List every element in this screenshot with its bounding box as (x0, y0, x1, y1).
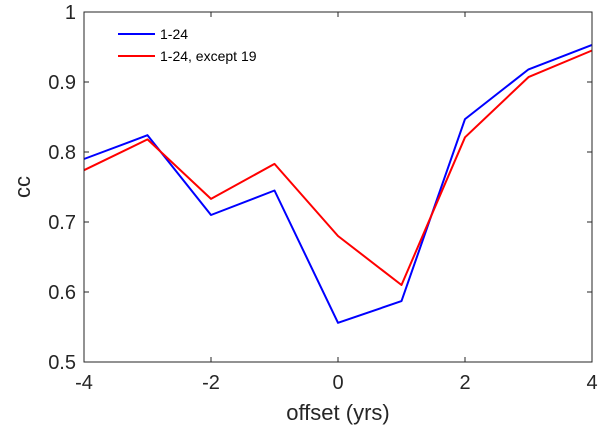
x-tick-label: 2 (459, 372, 470, 394)
x-tick-label: 4 (586, 372, 597, 394)
x-axis-label: offset (yrs) (286, 400, 390, 425)
legend-label-series-2: 1-24, except 19 (160, 48, 257, 64)
series-layer (83, 43, 593, 324)
y-axis-ticks: 0.5 0.6 0.7 0.8 0.9 1 (48, 2, 592, 374)
y-axis-label: cc (10, 176, 35, 198)
y-tick-label: 0.6 (48, 282, 76, 304)
series-line-1 (83, 43, 593, 324)
y-tick-label: 0.7 (48, 212, 76, 234)
y-tick-label: 0.5 (48, 352, 76, 374)
x-tick-label: -4 (75, 372, 93, 394)
legend-box (110, 20, 285, 70)
legend: 1-24 1-24, except 19 (110, 20, 285, 70)
y-tick-label: 0.9 (48, 72, 76, 94)
plot-area (84, 12, 592, 362)
x-tick-label: -2 (202, 372, 220, 394)
x-axis-ticks: -4 -2 0 2 4 (75, 12, 598, 394)
legend-label-series-1: 1-24 (160, 26, 188, 42)
series-line-2 (83, 49, 593, 286)
y-tick-label: 0.8 (48, 142, 76, 164)
y-tick-label: 1 (65, 2, 76, 24)
x-tick-label: 0 (332, 372, 343, 394)
